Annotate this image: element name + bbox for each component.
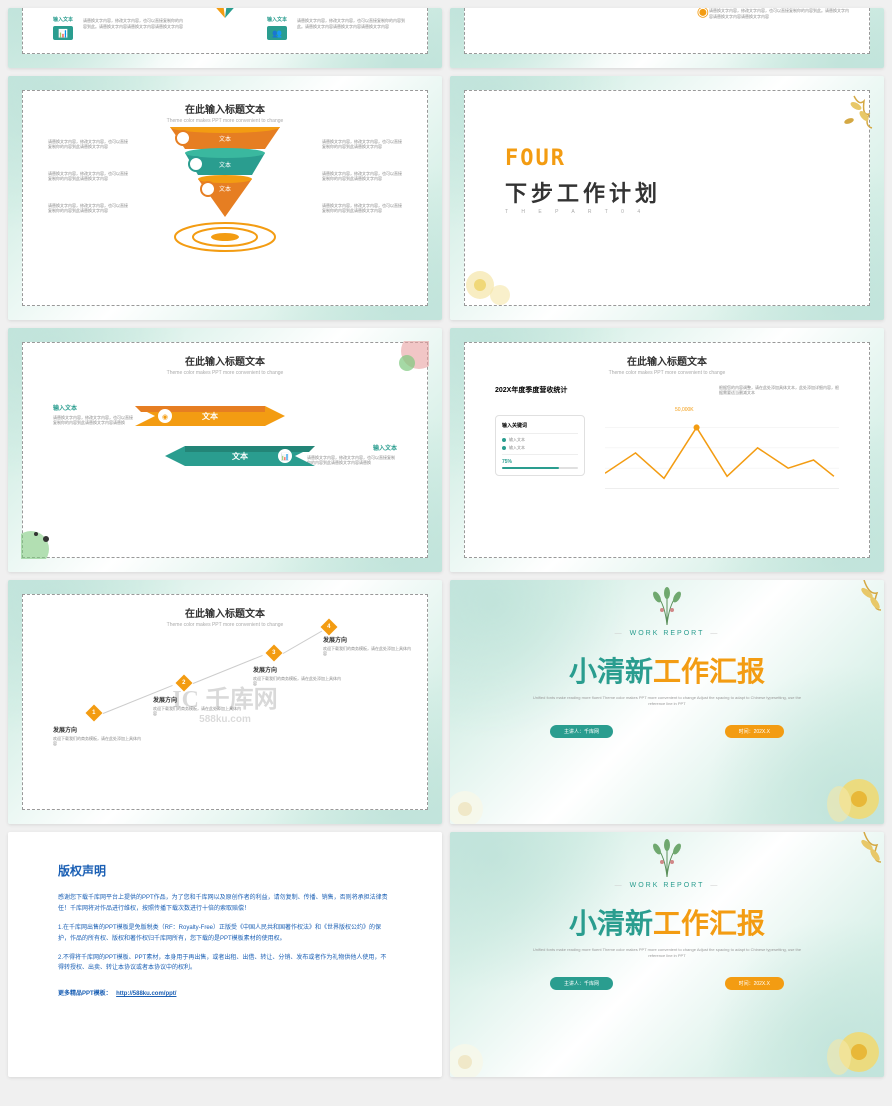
slide-10-cover: WORK REPORT 小清新工作汇报 Unified fonts make r…: [450, 832, 884, 1076]
presenter-pill: 主讲人：千库网: [550, 725, 613, 738]
presenter-pill: 主讲人：千库网: [550, 977, 613, 990]
copyright-p3: 2.不得将千库网的PPT模板、PPT素材，本身用于再出售，或者出租、出借、转让、…: [58, 953, 392, 975]
svg-text:◉: ◉: [162, 414, 168, 421]
arrow-graphic: 文本 ◉ 文本 📊: [135, 398, 315, 488]
step-3: 发展方向 欢迎下载我们的商务模板，请在此处添加上具体内容: [253, 665, 343, 686]
slide-subtitle: Theme color makes PPT more convenient to…: [23, 370, 427, 376]
date-pill: 时间：202X.X: [725, 977, 784, 990]
slide-5-arrows: 在此输入标题文本 Theme color makes PPT more conv…: [8, 328, 442, 572]
chart-title: 202X年度季度营收统计: [495, 385, 567, 395]
svg-text:文本: 文本: [202, 411, 218, 421]
step-2: 发展方向 欢迎下载我们的商务模板，请在此处添加上具体内容: [153, 695, 243, 716]
flower-decoration-tr: [794, 86, 874, 166]
flower-decoration-bl: [460, 230, 540, 310]
slide-title: 在此输入标题文本: [23, 91, 427, 116]
slide-8-cover: WORK REPORT 小清新工作汇报 Unified fonts make r…: [450, 580, 884, 824]
box-title: 输入关键词: [502, 422, 578, 429]
cover-desc: Unified fonts make reading more fluent T…: [527, 947, 807, 958]
copyright-p2: 1.在千库网出售的PPT模板是免版税类（RF：Royalty-Free）正版受《…: [58, 923, 392, 945]
slide-2-partial: ◉ 输入文本 请替换文字内容，修改文字内容，也可以直接复制你的内容到此。请替换文…: [450, 8, 884, 68]
text-right: 请替换文字内容，修改文字内容，也可以直接复制你的内容到此请替换文字内容请替换: [307, 455, 397, 465]
ppt-link[interactable]: http://588ku.com/ppt/: [116, 991, 176, 997]
flower-bl: [450, 749, 525, 824]
svg-text:文本: 文本: [219, 161, 231, 169]
bulb-icon: ◉: [697, 8, 709, 20]
copyright-p1: 感谢您下载千库网平台上提供的PPT作品，为了您和千库网以及原创作者的利益，请勿复…: [58, 893, 392, 915]
svg-text:文本: 文本: [219, 135, 231, 143]
slide-subtitle: Theme color makes PPT more convenient to…: [23, 118, 427, 124]
text-6: 请替换文字内容，修改文字内容，也可以直接复制你的内容到此请替换文字内容: [322, 203, 402, 213]
corner-decoration-bl: [21, 509, 71, 559]
text-4: 请替换文字内容，修改文字内容，也可以直接复制你的内容到此请替换文字内容: [322, 139, 402, 149]
step-num-2: 2: [176, 675, 193, 692]
work-report-label: WORK REPORT: [609, 630, 726, 637]
step-1: 发展方向 欢迎下载我们的商务模板，请在此处添加上具体内容: [53, 725, 143, 746]
legend-box: 输入关键词 输入文本 输入文本 75%: [495, 415, 585, 476]
label-2: 输入文本: [267, 16, 287, 23]
slide-subtitle: Theme color makes PPT more convenient to…: [23, 622, 427, 628]
body-1: 请替换文字内容，修改文字内容，也可以直接复制你的内容到此。请替换文字内容请替换文…: [83, 18, 183, 29]
slide-title: 在此输入标题文本: [23, 595, 427, 620]
funnel-graphic: 文本 文本 文本: [160, 127, 290, 277]
text-left: 请替换文字内容，修改文字内容，也可以直接复制你的内容到此请替换文字内容请替换: [53, 415, 133, 425]
section-title: 下步工作计划: [505, 176, 661, 208]
main-title: 小清新工作汇报: [569, 650, 765, 690]
flower-tr: [809, 832, 884, 907]
date-pill: 时间：202X.X: [725, 725, 784, 738]
legend-item-2: 输入文本: [502, 445, 578, 451]
people-icon: 👥: [267, 26, 287, 40]
slide-subtitle: Theme color makes PPT more convenient to…: [465, 370, 869, 376]
text-3: 请替换文字内容，修改文字内容，也可以直接复制你的内容到此请替换文字内容: [48, 203, 128, 213]
slide-1-partial: 输入文本 📊 请替换文字内容，修改文字内容，也可以直接复制你的内容到此。请替换文…: [8, 8, 442, 68]
slide-3-funnel: 在此输入标题文本 Theme color makes PPT more conv…: [8, 76, 442, 320]
text-5: 请替换文字内容，修改文字内容，也可以直接复制你的内容到此请替换文字内容: [322, 171, 402, 181]
flower-br: [789, 982, 884, 1077]
connector-3: [283, 631, 322, 654]
legend-item-1: 输入文本: [502, 437, 578, 443]
peak-label: 50,000K: [675, 407, 694, 413]
v-arrows-graphic: [175, 8, 275, 28]
copyright-link-row: 更多精品PPT模板： http://588ku.com/ppt/: [58, 982, 392, 1000]
section-number: FOUR: [505, 146, 566, 171]
sprig-decoration: [637, 585, 697, 625]
slide-title: 在此输入标题文本: [465, 343, 869, 368]
body: 请替换文字内容，修改文字内容，也可以直接复制你的内容到此。请替换文字内容请替换文…: [709, 8, 849, 19]
svg-text:文本: 文本: [232, 451, 248, 461]
step-num-1: 1: [86, 705, 103, 722]
cover-desc: Unified fonts make reading more fluent T…: [527, 695, 807, 706]
slide-9-copyright: 版权声明 感谢您下载千库网平台上提供的PPT作品，为了您和千库网以及原创作者的利…: [8, 832, 442, 1076]
work-report-label: WORK REPORT: [609, 882, 726, 889]
step-num-3: 3: [266, 645, 283, 662]
text-1: 请替换文字内容，修改文字内容，也可以直接复制你的内容到此请替换文字内容: [48, 139, 128, 149]
slide-7-steps: 在此输入标题文本 Theme color makes PPT more conv…: [8, 580, 442, 824]
svg-text:📊: 📊: [281, 452, 290, 461]
label-right: 输入文本: [373, 443, 397, 452]
svg-text:文本: 文本: [219, 185, 231, 193]
section-sub: T H E P A R T 0 4: [505, 209, 646, 215]
slide-4-section-title: FOUR 下步工作计划 T H E P A R T 0 4: [450, 76, 884, 320]
percent-label: 75%: [502, 459, 578, 465]
chart-desc: 根据您的内容调整，请在此处添加具体文本，此处添加详细内容，根据需要适当删减文本: [719, 385, 839, 395]
slide-title: 在此输入标题文本: [23, 343, 427, 368]
flower-br: [789, 729, 884, 824]
line-chart: 50,000K: [605, 413, 839, 503]
stats-icon: 📊: [53, 26, 73, 40]
text-2: 请替换文字内容，修改文字内容，也可以直接复制你的内容到此请替换文字内容: [48, 171, 128, 181]
corner-decoration-tr: [379, 341, 429, 391]
step-4: 发展方向 欢迎下载我们的商务模板，请在此处添加上具体内容: [323, 635, 413, 656]
slide-grid: 输入文本 📊 请替换文字内容，修改文字内容，也可以直接复制你的内容到此。请替换文…: [8, 8, 884, 1077]
progress-bar: [502, 467, 578, 469]
label-1: 输入文本: [53, 16, 73, 23]
slide-6-chart: 在此输入标题文本 Theme color makes PPT more conv…: [450, 328, 884, 572]
sprig-decoration: [637, 837, 697, 877]
flower-bl: [450, 1002, 525, 1077]
copyright-title: 版权声明: [58, 862, 392, 879]
body-2: 请替换文字内容，修改文字内容，也可以直接复制你的内容到此。请替换文字内容请替换文…: [297, 18, 407, 29]
label-left: 输入文本: [53, 403, 77, 412]
flower-tr: [809, 580, 884, 655]
main-title: 小清新工作汇报: [569, 902, 765, 942]
